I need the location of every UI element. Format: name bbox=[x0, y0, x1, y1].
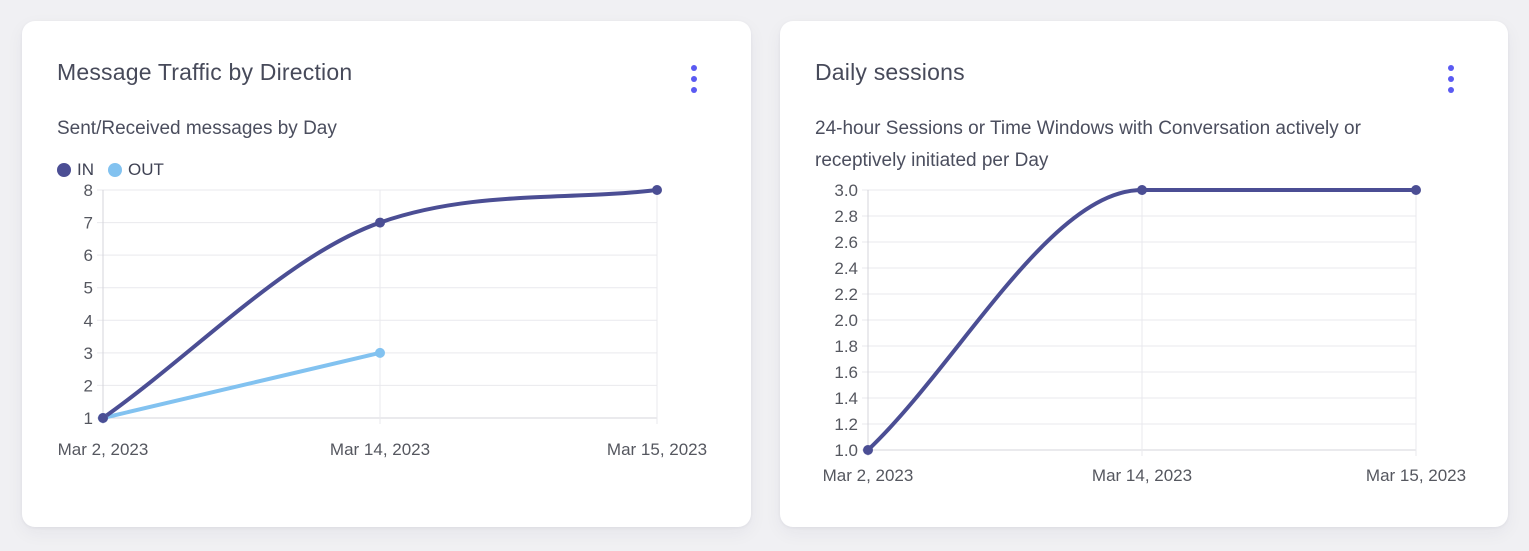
legend-label-out: OUT bbox=[128, 160, 164, 179]
daily-sessions-card: Daily sessions 24-hour Sessions or Time … bbox=[780, 21, 1508, 527]
chart-subtitle: 24-hour Sessions or Time Windows with Co… bbox=[815, 118, 1361, 171]
chart-subtitle: Sent/Received messages by Day bbox=[57, 118, 337, 139]
kebab-dot bbox=[691, 76, 697, 82]
svg-text:7: 7 bbox=[84, 214, 93, 233]
svg-text:1.2: 1.2 bbox=[834, 415, 858, 434]
card-title: Daily sessions bbox=[815, 59, 965, 85]
svg-text:2.6: 2.6 bbox=[834, 233, 858, 252]
kebab-dot bbox=[1448, 76, 1454, 82]
legend-label-in: IN bbox=[77, 160, 94, 179]
svg-text:2.4: 2.4 bbox=[834, 259, 858, 278]
svg-text:1: 1 bbox=[84, 409, 93, 428]
svg-text:Mar 15, 2023: Mar 15, 2023 bbox=[607, 440, 707, 459]
svg-text:4: 4 bbox=[84, 311, 93, 330]
svg-text:6: 6 bbox=[84, 246, 93, 265]
chart-legend: IN OUT bbox=[57, 160, 164, 180]
svg-text:1.0: 1.0 bbox=[834, 441, 858, 460]
svg-text:2: 2 bbox=[84, 376, 93, 395]
svg-text:1.8: 1.8 bbox=[834, 337, 858, 356]
legend-dot-out bbox=[108, 163, 122, 177]
kebab-dot bbox=[691, 87, 697, 93]
legend-item-in[interactable]: IN bbox=[57, 160, 94, 180]
message-traffic-card: Message Traffic by Direction Sent/Receiv… bbox=[22, 21, 751, 527]
kebab-dot bbox=[1448, 65, 1454, 71]
svg-text:1.4: 1.4 bbox=[834, 389, 858, 408]
kebab-menu-icon[interactable] bbox=[681, 65, 707, 93]
svg-text:1.6: 1.6 bbox=[834, 363, 858, 382]
card-title: Message Traffic by Direction bbox=[57, 59, 353, 85]
kebab-dot bbox=[691, 65, 697, 71]
svg-text:Mar 14, 2023: Mar 14, 2023 bbox=[1092, 466, 1192, 485]
daily-sessions-chart[interactable]: 1.0 1.2 1.4 1.6 1.8 2.0 2.2 2.4 2.6 2.8 3.0 Mar 2, … bbox=[814, 181, 1504, 511]
legend-item-out[interactable]: OUT bbox=[108, 160, 164, 180]
svg-text:Mar 2, 2023: Mar 2, 2023 bbox=[823, 466, 914, 485]
kebab-menu-icon[interactable] bbox=[1438, 65, 1464, 93]
svg-text:3: 3 bbox=[84, 344, 93, 363]
svg-text:2.8: 2.8 bbox=[834, 207, 858, 226]
svg-text:Mar 14, 2023: Mar 14, 2023 bbox=[330, 440, 430, 459]
svg-text:5: 5 bbox=[84, 279, 93, 298]
svg-text:Mar 2, 2023: Mar 2, 2023 bbox=[58, 440, 149, 459]
message-traffic-chart[interactable]: 1 2 3 4 5 6 7 8 Mar 2, 2023 Mar 14, 2023 Mar 15, 2… bbox=[57, 181, 757, 471]
legend-dot-in bbox=[57, 163, 71, 177]
svg-text:Mar 15, 2023: Mar 15, 2023 bbox=[1366, 466, 1466, 485]
svg-text:2.0: 2.0 bbox=[834, 311, 858, 330]
kebab-dot bbox=[1448, 87, 1454, 93]
svg-text:2.2: 2.2 bbox=[834, 285, 858, 304]
svg-text:3.0: 3.0 bbox=[834, 181, 858, 200]
svg-text:8: 8 bbox=[84, 181, 93, 200]
